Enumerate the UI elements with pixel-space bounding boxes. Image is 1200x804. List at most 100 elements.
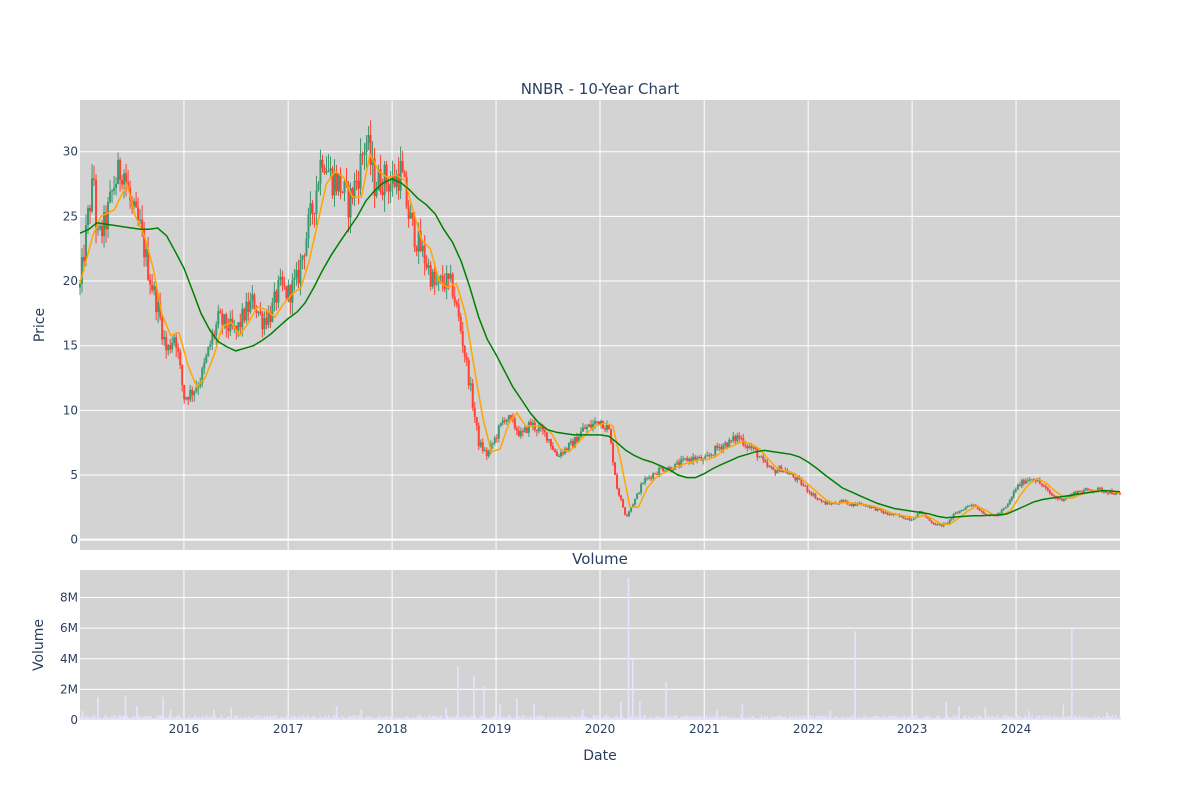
volume-bar <box>1092 718 1094 720</box>
candle-body <box>145 249 148 258</box>
candle-body <box>962 509 965 511</box>
volume-bar <box>1082 717 1084 720</box>
volume-bar <box>872 716 874 720</box>
volume-bar <box>696 717 699 720</box>
price-candle <box>109 180 112 204</box>
price-candle <box>413 211 416 253</box>
volume-bar <box>616 715 618 720</box>
price-candle <box>163 330 166 346</box>
price-candle <box>477 422 480 450</box>
volume-bar <box>1039 715 1041 720</box>
volume-bar <box>1015 716 1017 720</box>
volume-bar <box>625 717 627 720</box>
price-candle <box>513 416 516 431</box>
price-candle <box>443 273 446 293</box>
volume-bar <box>521 715 523 720</box>
candle-body <box>85 225 88 262</box>
candle-body <box>734 436 737 442</box>
volume-bar <box>747 716 749 720</box>
volume-bar <box>365 716 367 720</box>
volume-bar <box>802 715 804 720</box>
volume-bar <box>1009 716 1011 720</box>
price-candle <box>814 492 817 499</box>
candle-body <box>449 274 452 279</box>
volume-bar <box>905 717 907 720</box>
volume-bar <box>497 715 499 720</box>
volume-bar <box>870 717 873 720</box>
price-candle <box>537 423 540 434</box>
volume-bar <box>527 716 529 720</box>
volume-bar <box>930 717 932 720</box>
candle-body <box>1030 479 1033 481</box>
volume-bar <box>664 716 666 720</box>
volume-bar <box>571 716 574 720</box>
volume-bar <box>766 715 768 720</box>
volume-bar <box>774 716 776 720</box>
volume-bar <box>243 718 245 720</box>
price-y-tick-label: 15 <box>63 339 78 353</box>
candle-body <box>275 291 278 303</box>
price-candle <box>796 476 799 483</box>
volume-bar <box>1024 715 1026 720</box>
price-candle <box>650 475 653 481</box>
volume-bar <box>588 718 590 720</box>
volume-bar <box>698 715 700 720</box>
candle-body <box>283 285 286 287</box>
price-candle <box>569 438 572 446</box>
candle-body <box>573 437 576 447</box>
price-candle <box>1050 492 1053 496</box>
price-candle <box>425 255 428 271</box>
candle-body <box>686 458 689 462</box>
price-candle <box>698 455 701 459</box>
volume-bar <box>339 718 341 720</box>
volume-spike-bar <box>213 709 215 720</box>
volume-bar <box>647 718 649 720</box>
price-candle <box>710 452 713 458</box>
volume-bar <box>1003 715 1005 720</box>
price-candle <box>824 500 827 505</box>
volume-bar <box>506 716 508 720</box>
volume-bar <box>1025 716 1027 720</box>
volume-bar <box>1010 717 1012 720</box>
price-candle <box>802 482 805 487</box>
candle-body <box>447 273 450 279</box>
volume-bar <box>1077 717 1079 720</box>
price-candle <box>207 346 210 357</box>
volume-bar <box>249 717 251 720</box>
volume-bar <box>1067 716 1069 720</box>
candle-body <box>273 291 276 303</box>
volume-bar <box>623 718 626 720</box>
price-candle <box>970 503 973 508</box>
volume-bar <box>286 716 288 720</box>
candle-body <box>307 214 310 239</box>
price-candle <box>982 510 985 515</box>
price-candle <box>724 440 727 449</box>
volume-bar <box>86 716 89 720</box>
volume-bar <box>534 717 536 720</box>
volume-bar <box>1114 715 1117 720</box>
price-candle <box>964 506 967 510</box>
candle-body <box>347 184 350 218</box>
volume-bar <box>406 716 408 720</box>
candle-body <box>427 265 430 268</box>
candle-body <box>960 509 963 511</box>
candle-body <box>337 173 340 192</box>
price-candle <box>317 180 320 192</box>
candle-body <box>257 311 260 313</box>
candle-body <box>708 455 711 457</box>
volume-bar <box>232 718 234 720</box>
volume-bar <box>594 715 596 720</box>
volume-bar <box>942 718 944 720</box>
volume-bar <box>469 716 471 720</box>
price-candle <box>1112 492 1115 495</box>
volume-bar <box>461 716 463 720</box>
volume-bar <box>615 716 617 720</box>
candle-body <box>417 230 420 252</box>
volume-bar <box>171 718 173 720</box>
candle-body <box>972 504 975 506</box>
volume-bar <box>304 716 306 720</box>
candle-body <box>1080 491 1083 493</box>
volume-bar <box>610 717 612 720</box>
price-candle <box>123 169 126 199</box>
